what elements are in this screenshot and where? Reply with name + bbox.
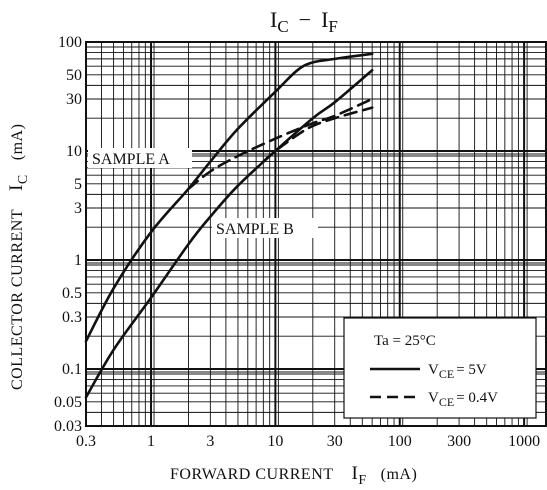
sample-b-label: SAMPLE B [216,221,294,238]
sample-b-label-bg [212,218,318,238]
legend: Ta = 25°C VCE = 5V VCE = 0.4V [343,317,537,419]
y-axis-label-text: COLLECTOR CURRENT [9,209,26,390]
y-tick-label: 50 [66,67,82,84]
sample-a-label-group: SAMPLE A [88,148,192,168]
sample-b-label-group: SAMPLE B [212,218,318,238]
y-axis-label: COLLECTOR CURRENT IC (mA) [6,124,31,390]
title-symbol-2: I [321,7,328,32]
legend-dashed-sym: V [428,390,439,406]
x-axis-label: FORWARD CURRENT IF (mA) [170,463,417,488]
title-subscript-2: F [328,17,337,36]
title-subscript: C [277,17,288,36]
series-sample-a-vce-5v [84,52,374,343]
x-tick-label: 30 [327,433,343,450]
y-tick-label: 0.3 [62,309,82,326]
x-tick-label: 10 [267,433,283,450]
x-tick-label: 100 [388,433,412,450]
x-tick-label: 1000 [508,433,540,450]
series-sample-b-vce-0-4v [262,106,374,163]
legend-solid-sym: V [428,362,439,378]
x-tick-label: 1 [147,433,155,450]
y-tick-label: 10 [66,143,82,160]
x-axis-symbol: I [352,463,359,484]
legend-solid-label: VCE = 5V [428,362,487,381]
y-axis-subscript: C [16,174,31,184]
legend-dashed-label: VCE = 0.4V [428,390,498,409]
sample-a-label-bg [88,148,192,168]
y-tick-label: 1 [74,252,82,269]
y-axis-symbol: I [6,184,27,191]
legend-dashed-sub: CE [439,395,454,409]
x-tick-label: 0.3 [76,433,96,450]
legend-solid-sub: CE [439,367,454,381]
series-sample-b-vce-5v [84,69,374,399]
series-sample-a-vce-0-4v [187,97,374,191]
y-axis-unit: (mA) [9,124,26,161]
y-tick-label: 0.5 [62,285,82,302]
legend-solid-value: = 5V [456,362,487,378]
x-tick-label: 300 [447,433,471,450]
y-tick-label: 0.05 [54,394,82,411]
x-axis-label-text: FORWARD CURRENT [170,466,334,483]
y-tick-label: 0.03 [54,418,82,435]
tick-labels: 0.3 1 3 10 30 100 300 1000 100 50 30 10 5 3 1 0.5 0.3 0.1… [54,34,540,450]
x-tick-label: 3 [206,433,214,450]
y-tick-label: 3 [74,200,82,217]
y-tick-label: 0.1 [62,361,82,378]
series-lines [84,52,374,399]
title-symbol: I [270,7,277,32]
title-dash: − [299,7,311,32]
legend-condition: Ta = 25°C [374,333,436,349]
y-tick-label: 5 [74,176,82,193]
chart-title: IC − IF [270,7,338,36]
x-axis-unit: (mA) [381,466,418,483]
legend-dashed-value: = 0.4V [456,390,498,406]
y-tick-label: 30 [66,91,82,108]
sample-a-label: SAMPLE A [92,151,170,168]
plot-frame [85,41,547,427]
y-tick-label: 100 [58,34,82,51]
x-axis-subscript: F [358,473,366,488]
